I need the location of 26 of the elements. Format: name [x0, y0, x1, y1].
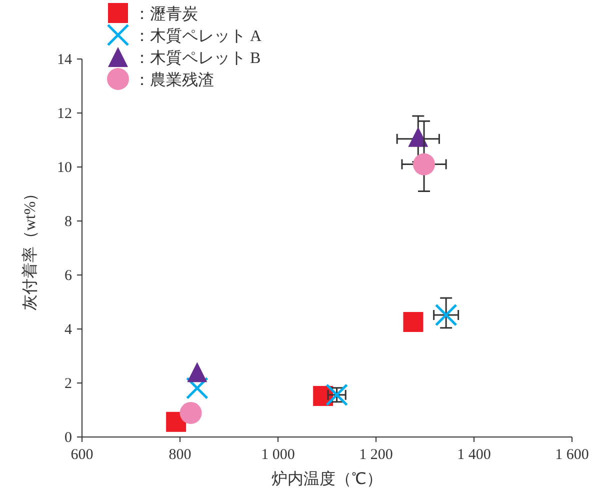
y-tick-label: 12 [57, 106, 72, 122]
legend-label: ：木質ペレット A [134, 27, 262, 45]
legend-label: ：農業残渣 [134, 71, 214, 89]
x-tick-label: 1 000 [261, 447, 295, 463]
y-tick-label: 8 [64, 214, 72, 230]
x-tick-label: 600 [70, 447, 94, 463]
x-tick-label: 1 400 [457, 447, 491, 463]
legend-label: ：木質ペレット B [134, 49, 261, 67]
point [434, 304, 458, 326]
y-tick-label: 6 [64, 268, 72, 284]
y-tick-label: 14 [57, 52, 72, 68]
y-tick-label: 0 [64, 430, 72, 446]
y-axis-title: 灰付着率（wt%） [21, 185, 39, 311]
y-tick-label: 10 [57, 160, 72, 176]
x-tick-label: 1 200 [359, 447, 393, 463]
point [403, 312, 424, 332]
point [186, 376, 208, 400]
x-tick-label: 1 600 [555, 447, 589, 463]
legend-label: ：瀝青炭 [134, 5, 198, 23]
point [180, 402, 202, 424]
x-axis-title: 炉内温度（℃） [272, 470, 382, 488]
x-tick-label: 800 [168, 447, 192, 463]
y-tick-label: 4 [64, 322, 72, 338]
point [326, 384, 348, 406]
y-tick-label: 2 [64, 376, 72, 392]
point [413, 153, 436, 176]
